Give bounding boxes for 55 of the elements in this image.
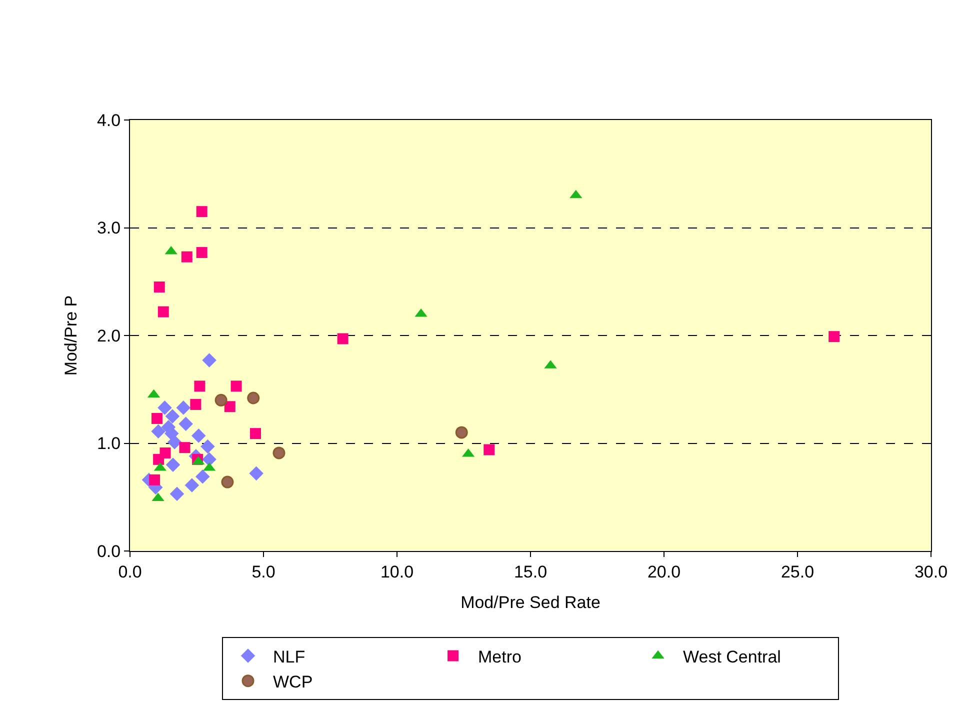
point	[202, 353, 216, 368]
point	[165, 409, 180, 424]
x-tick-label: 25.0	[780, 562, 814, 582]
point	[272, 446, 286, 460]
x-tick-label: 5.0	[252, 562, 276, 582]
x-tick-label: 15.0	[514, 562, 548, 582]
point	[249, 466, 264, 481]
point	[178, 416, 193, 432]
x-tick-label: 0.0	[118, 562, 142, 582]
point	[181, 251, 192, 262]
x-tick-label: 10.0	[380, 562, 414, 582]
point	[153, 454, 164, 465]
point	[221, 476, 234, 488]
x-tick-label: 30.0	[914, 562, 948, 582]
point	[179, 442, 190, 454]
point	[151, 424, 166, 439]
point	[154, 282, 165, 293]
point	[484, 444, 495, 456]
point	[200, 439, 215, 454]
point	[196, 206, 208, 218]
x-tick-label: 20.0	[647, 562, 681, 582]
y-axis-title: Mod/Pre P	[62, 295, 81, 376]
legend-label: WCP	[273, 672, 313, 692]
y-tick-label: 4.0	[96, 110, 121, 130]
y-tick-label: 1.0	[96, 434, 121, 454]
point	[224, 401, 236, 412]
point	[250, 428, 261, 440]
legend-label: West Central	[683, 647, 781, 666]
point	[176, 400, 191, 415]
point	[214, 394, 228, 406]
point	[455, 426, 468, 439]
point	[195, 470, 210, 484]
point	[194, 380, 206, 392]
point	[151, 412, 162, 424]
point	[184, 478, 200, 492]
point	[167, 435, 182, 450]
point	[337, 333, 348, 344]
y-tick-label: 2.0	[96, 326, 121, 346]
x-axis-title: Mod/Pre Sed Rate	[460, 592, 600, 612]
legend-label: NLF	[273, 647, 306, 666]
y-tick-label: 3.0	[96, 218, 121, 238]
point	[149, 474, 160, 486]
legend-label: Metro	[478, 647, 522, 666]
point	[247, 392, 260, 404]
point	[196, 247, 208, 258]
point	[158, 306, 169, 318]
point	[828, 331, 840, 342]
point	[158, 400, 172, 415]
point	[202, 452, 216, 467]
point	[170, 486, 184, 502]
point	[191, 428, 206, 443]
point	[190, 398, 202, 410]
y-tick-label: 0.0	[96, 542, 121, 561]
point	[166, 458, 180, 472]
point	[230, 380, 242, 392]
